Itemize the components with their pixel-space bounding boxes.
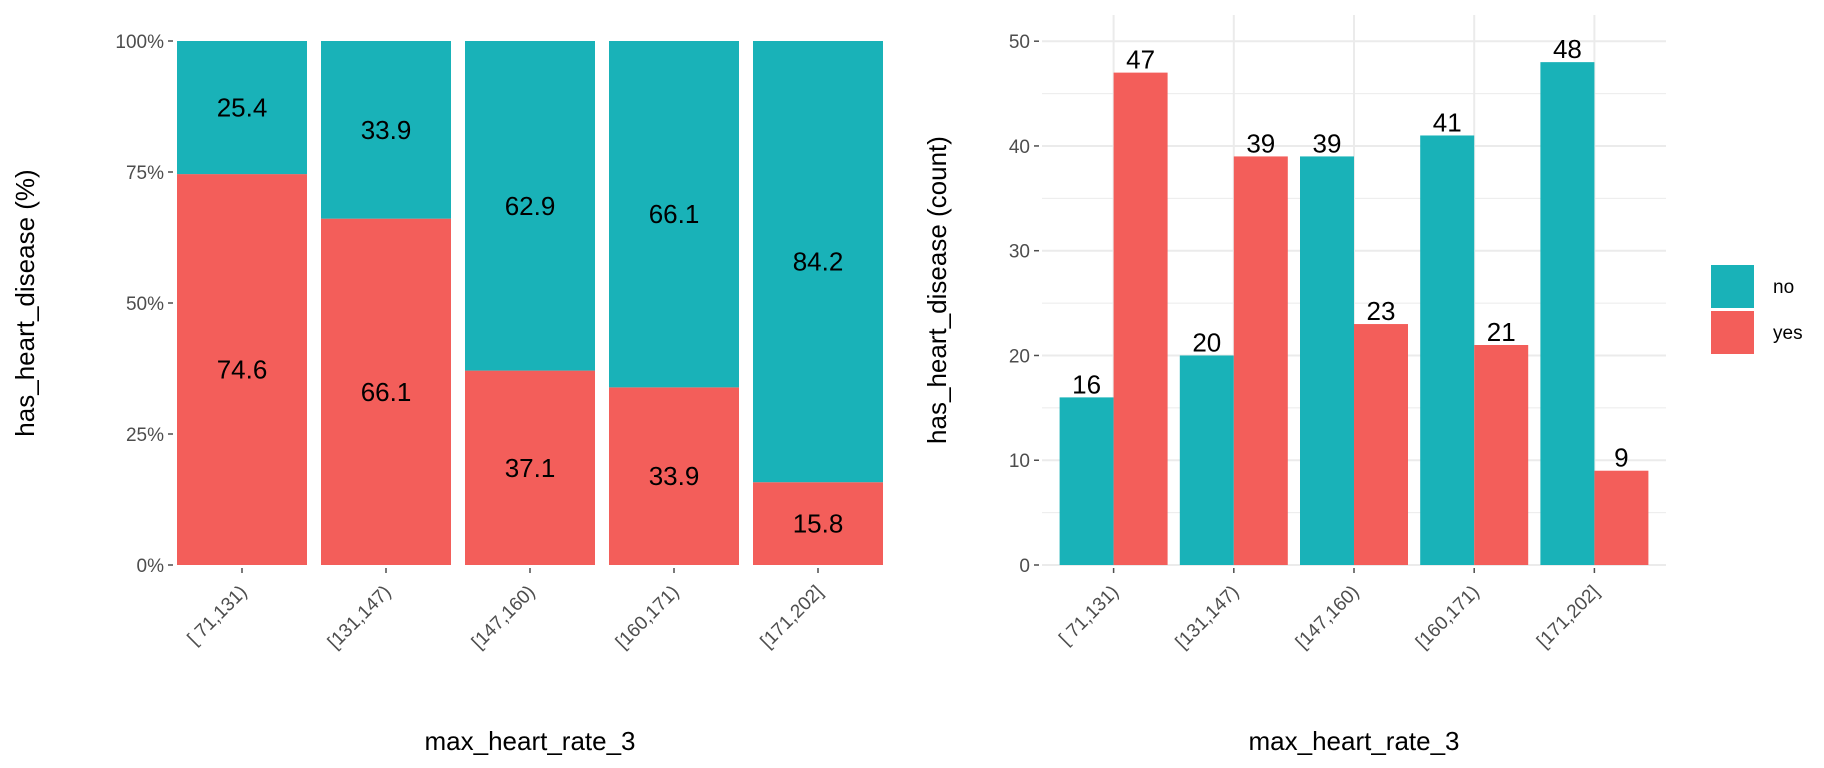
x-axis-title: max_heart_rate_3 [1248,726,1459,756]
legend-swatch [1711,311,1754,354]
y-tick-label: 10 [1009,451,1030,472]
y-tick-label: 25% [126,425,164,446]
legend-item-yes: yes [1711,311,1803,354]
bar-yes [177,174,307,565]
bar-no [1540,62,1595,566]
data-label-no: 25.4 [217,93,268,123]
x-tick-label: [147,160) [1292,582,1364,654]
bar-no [177,41,307,175]
data-labels: 16 47 20 39 39 23 41 21 48 9 [1072,34,1628,473]
data-label-no: 20 [1192,327,1221,357]
x-tick-label: [131,147) [324,582,396,654]
y-tick-label: 50% [126,294,164,315]
legend: no yes [1711,265,1803,354]
data-label-yes: 37.1 [505,453,556,483]
y-tick-label: 0% [137,556,165,577]
bar-yes [321,218,451,566]
bar-yes [609,387,739,565]
bar-no [465,41,595,371]
y-tick-label: 100% [115,32,164,53]
y-tick-label: 0 [1019,556,1030,577]
bars [177,41,883,566]
data-label-no: 62.9 [505,191,556,221]
data-label-no: 16 [1072,369,1101,399]
bars [1059,62,1649,566]
data-label-yes: 66.1 [361,377,412,407]
data-labels: 74.6 25.4 66.1 33.9 37.1 62.9 33.9 66.1 15.8 84.2 [217,93,844,539]
y-tick-label: 20 [1009,346,1030,367]
chart-panel-1: 0% 25% 50% 75% 100% 74.6 25.4 66.1 33.9 37.1 62.9 3… [10,32,883,756]
bar-no [753,41,883,483]
data-label-no: 39 [1313,128,1342,158]
bar-yes [1354,324,1408,565]
x-tick-label: [171,202] [757,582,828,653]
data-label-no: 48 [1553,34,1582,64]
y-tick-label: 40 [1009,137,1030,158]
data-label-no: 84.2 [793,247,844,277]
data-label-yes: 39 [1246,128,1275,158]
legend-label: yes [1773,323,1803,344]
x-tick-label: [171,202] [1533,582,1604,653]
y-tick-label: 30 [1009,242,1030,263]
bar-no [1179,355,1234,565]
x-axis-title: max_heart_rate_3 [424,726,635,756]
y-tick-label: 50 [1009,32,1030,53]
y-tick-label: 75% [126,163,164,184]
x-tick-label: [ 71,131) [1055,582,1123,650]
data-label-yes: 15.8 [793,509,844,539]
data-label-yes: 21 [1487,317,1516,347]
bar-yes [753,482,883,565]
bar-no [321,41,451,219]
bar-no [1300,156,1354,565]
data-label-yes: 33.9 [649,461,700,491]
x-tick-label: [160,171) [612,582,684,654]
data-label-yes: 47 [1126,45,1155,75]
data-label-yes: 74.6 [217,355,268,385]
bar-yes [1113,72,1168,565]
legend-item-no: no [1711,265,1794,308]
bar-no [1059,397,1114,565]
data-label-no: 66.1 [649,199,700,229]
x-tick-label: [ 71,131) [184,582,252,650]
bar-no [609,41,739,388]
data-label-no: 41 [1433,107,1462,137]
x-tick-label: [131,147) [1172,582,1244,654]
data-label-no: 33.9 [361,115,412,145]
y-axis-title: has_heart_disease (count) [922,136,952,444]
data-label-yes: 9 [1614,443,1628,473]
chart-panel-2: 0 10 20 30 40 50 16 47 20 39 39 23 41 21 48 9 [ 71,131) [… [922,15,1666,756]
legend-label: no [1773,277,1794,298]
x-tick-label: [147,160) [468,582,540,654]
bar-yes [465,370,595,565]
bar-yes [1474,345,1529,565]
data-label-yes: 23 [1367,296,1396,326]
bar-yes [1594,470,1649,565]
bar-yes [1233,156,1288,565]
x-tick-label: [160,171) [1412,582,1484,654]
bar-no [1420,135,1475,565]
y-axis-title: has_heart_disease (%) [10,169,40,436]
legend-swatch [1711,265,1754,308]
